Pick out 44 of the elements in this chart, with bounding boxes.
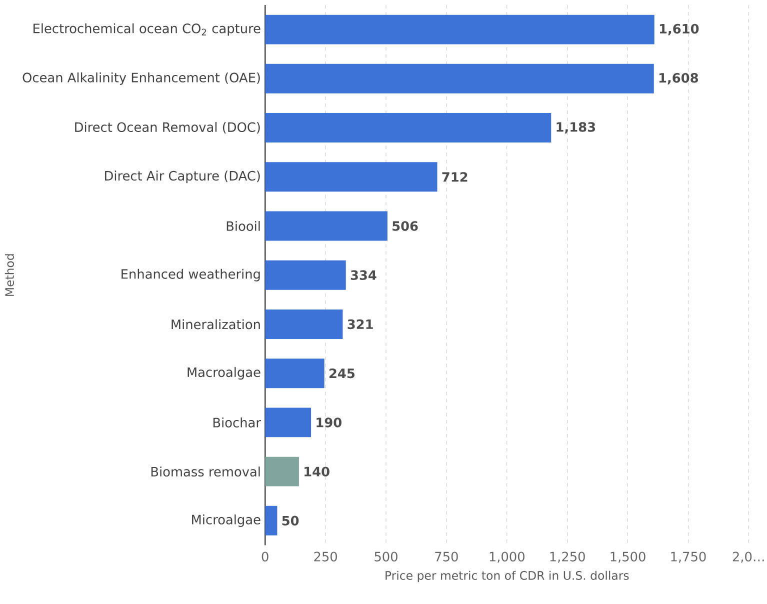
y-tick-label: Enhanced weathering: [122, 269, 260, 282]
y-tick-label: Ocean Alkalinity Enhancement (OAE): [22, 72, 260, 86]
x-tick-label: 1,750: [671, 552, 706, 563]
y-tick-label: Microalgae: [192, 514, 260, 528]
y-tick-label: Macroalgae: [188, 367, 260, 380]
y-tick-label: Direct Air Capture (DAC): [105, 170, 260, 184]
bar: [265, 457, 299, 486]
bar: [265, 408, 312, 438]
y-tick-label: Direct Ocean Removal (DOC): [75, 122, 260, 134]
data-label: 245: [330, 368, 355, 378]
x-tick-label: 250: [314, 552, 337, 562]
data-label: 334: [350, 270, 376, 280]
x-axis-title: Price per metric ton of CDR in U.S. dollars: [386, 571, 629, 582]
data-label: 712: [442, 172, 468, 182]
bar: [265, 162, 438, 192]
x-tick-label: 1,250: [550, 552, 585, 563]
x-tick-label: 1,500: [610, 552, 646, 563]
bar: [265, 358, 324, 388]
data-label: 321: [348, 320, 373, 330]
y-axis-title: Method: [4, 254, 14, 296]
data-label: 1,610: [660, 24, 699, 36]
bar: [265, 310, 343, 340]
x-tick-label: 750: [435, 552, 458, 562]
y-tick-label: Biochar: [213, 418, 261, 428]
data-label: 506: [392, 221, 418, 232]
x-tick-label: 500: [374, 552, 398, 562]
y-tick-label: Electrochemical ocean CO$_{2}$ capture: [34, 24, 260, 36]
x-tick-label: 1,000: [490, 552, 524, 563]
x-tick-label: 2,0…: [732, 552, 764, 563]
y-tick-label: Mineralization: [172, 319, 260, 330]
data-label: 190: [316, 418, 342, 428]
data-label: 1,183: [556, 122, 596, 134]
bar: [265, 211, 388, 241]
data-label: 140: [304, 466, 330, 477]
bar: [265, 15, 654, 44]
data-label: 50: [282, 516, 299, 526]
y-tick-label: Biomass removal: [151, 466, 260, 477]
bar: [265, 260, 346, 290]
bar: [265, 113, 552, 143]
y-tick-label: Biooil: [226, 221, 260, 232]
data-label: 1,608: [659, 73, 698, 85]
x-tick-label: 0: [262, 552, 268, 562]
bar: [265, 506, 278, 536]
bar: [265, 64, 654, 94]
